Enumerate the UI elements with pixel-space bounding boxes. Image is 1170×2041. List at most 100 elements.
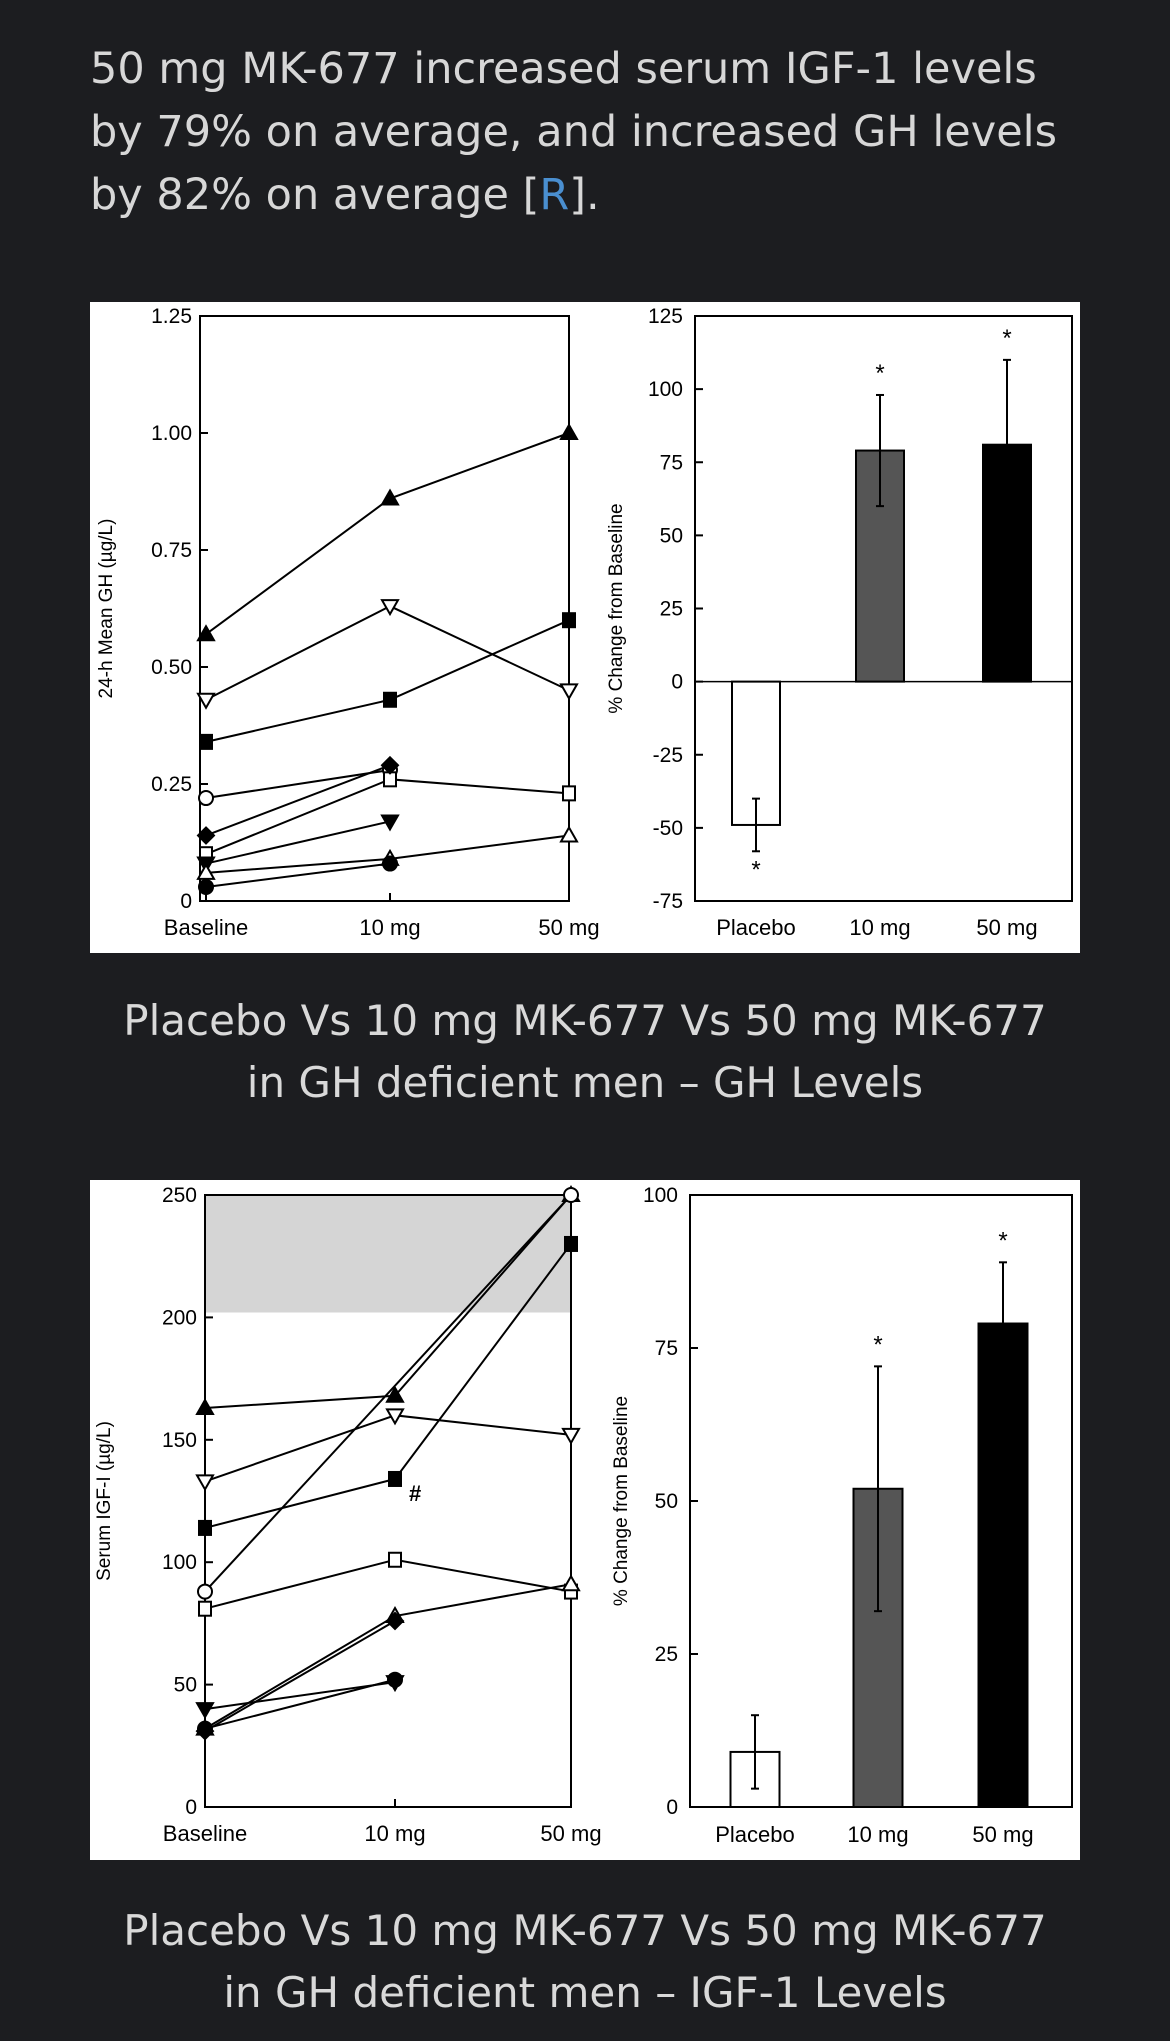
series-line — [205, 768, 391, 800]
data-point-triangle-down — [561, 1427, 581, 1445]
series-line — [205, 619, 570, 743]
normal-range-band — [205, 1195, 571, 1313]
x-tick-label: 50 mg — [972, 1822, 1033, 1847]
series-line — [204, 1678, 396, 1730]
y-tick-label: 0 — [180, 890, 192, 913]
x-tick-label: Placebo — [716, 915, 796, 940]
y-tick-label: 1.00 — [151, 422, 192, 445]
data-point-triangle-up — [559, 825, 579, 843]
y-tick-label: 200 — [162, 1306, 197, 1329]
data-point-circle — [197, 1720, 213, 1737]
x-tick-label: Placebo — [715, 1822, 795, 1847]
x-tick-label: 50 mg — [540, 1821, 601, 1846]
y-axis-label: % Change from Baseline — [606, 503, 627, 713]
y-tick-label: 75 — [655, 1337, 678, 1360]
data-point-triangle-up — [195, 1397, 215, 1415]
line-chart: 0 0.25 0.50 0.75 1.00 1.25 Baseline 10 mg 50 mg 2… — [96, 305, 600, 940]
plot-frame — [204, 1194, 572, 1808]
significance-marker: * — [1002, 325, 1011, 352]
y-tick-label: 25 — [660, 598, 683, 621]
data-point-triangle-up — [380, 488, 400, 506]
x-tick-label: 10 mg — [364, 1821, 425, 1846]
data-point-triangle-up — [561, 1574, 581, 1592]
annotation-label: # — [409, 1481, 421, 1506]
data-point-square — [198, 1519, 212, 1536]
bar-chart: 0 25 50 75 100 % Change from Baseline Placebo *… — [611, 1184, 1073, 1847]
data-point-square — [388, 1470, 402, 1487]
significance-marker: * — [998, 1227, 1007, 1254]
series-line — [204, 1583, 572, 1730]
line-chart: 0 50 100 150 200 250 Baseline 10 mg 50 mg Serum I… — [94, 1184, 602, 1846]
y-tick-label: -25 — [653, 744, 683, 767]
y-tick-label: 150 — [162, 1429, 197, 1452]
y-tick-label: 0 — [671, 671, 683, 694]
significance-marker: * — [751, 856, 760, 883]
data-point-circle — [563, 1187, 579, 1203]
significance-marker: * — [875, 360, 884, 387]
y-tick-label: 250 — [162, 1184, 197, 1207]
intro-text-end: ]. — [569, 170, 600, 220]
data-point-triangle-down — [559, 683, 579, 701]
data-point-triangle-up — [559, 422, 579, 440]
igf1-levels-charts: 0 50 100 150 200 250 Baseline 10 mg 50 mg Serum I… — [94, 1184, 1073, 1847]
data-point-triangle-down — [380, 599, 400, 617]
y-tick-label: 100 — [648, 378, 683, 401]
data-point-circle — [198, 790, 214, 807]
series-line — [205, 764, 391, 837]
y-tick-label: 0.50 — [151, 656, 192, 679]
data-point-square — [388, 1551, 402, 1568]
gh-levels-charts: 0 0.25 0.50 0.75 1.00 1.25 Baseline 10 mg 50 mg 2… — [96, 305, 1073, 940]
reference-link[interactable]: R — [539, 170, 570, 220]
data-point-triangle-down — [195, 1474, 215, 1492]
data-point-triangle-down — [380, 814, 400, 832]
y-tick-label: -75 — [653, 890, 683, 913]
y-tick-label: 50 — [655, 1490, 678, 1513]
series-line — [204, 1194, 572, 1593]
bar — [977, 1322, 1029, 1809]
y-tick-label: 0.25 — [151, 773, 192, 796]
y-tick-label: -50 — [653, 817, 683, 840]
y-tick-label: 0.75 — [151, 539, 192, 562]
series-line — [204, 1620, 396, 1732]
data-point-circle — [387, 1671, 403, 1688]
y-tick-label: 0 — [185, 1796, 197, 1819]
data-point-square — [198, 1600, 212, 1617]
y-tick-label: 50 — [174, 1674, 197, 1697]
y-tick-label: 1.25 — [151, 305, 192, 328]
data-point-square — [562, 612, 576, 629]
y-axis-label: Serum IGF-I (µg/L) — [94, 1421, 115, 1581]
intro-paragraph: 50 mg MK-677 increased serum IGF-1 level… — [90, 38, 1100, 227]
x-tick-label: 10 mg — [359, 915, 420, 940]
y-tick-label: 100 — [162, 1551, 197, 1574]
x-tick-label: Baseline — [164, 915, 248, 940]
y-tick-label: 75 — [660, 451, 683, 474]
bar-chart: -75 -50 -25 0 25 50 75 100 125 % Change from Base… — [606, 305, 1073, 940]
data-point-square — [564, 1235, 578, 1252]
x-tick-label: 10 mg — [849, 915, 910, 940]
data-point-triangle-down — [385, 1408, 405, 1426]
y-tick-label: 100 — [643, 1184, 678, 1207]
plot-frame — [199, 315, 570, 902]
data-point-triangle-down — [195, 1702, 215, 1720]
data-point-diamond — [385, 1611, 405, 1631]
data-point-square — [562, 785, 576, 802]
data-point-diamond — [196, 826, 216, 845]
x-tick-label: 10 mg — [847, 1822, 908, 1847]
caption-line: in GH deficient men – IGF-1 Levels — [223, 1968, 947, 2017]
caption-line: in GH deficient men – GH Levels — [246, 1058, 924, 1107]
series-line — [205, 862, 391, 888]
intro-text: 50 mg MK-677 increased serum IGF-1 level… — [90, 44, 1057, 220]
y-axis-label: % Change from Baseline — [611, 1396, 632, 1606]
series-line — [204, 1681, 396, 1711]
igf1-levels-figure: 0 50 100 150 200 250 Baseline 10 mg 50 mg Serum I… — [90, 1180, 1080, 1860]
gh-levels-figure: 0 0.25 0.50 0.75 1.00 1.25 Baseline 10 mg 50 mg 2… — [90, 302, 1080, 953]
significance-marker: * — [873, 1331, 882, 1358]
data-point-circle — [197, 1583, 213, 1600]
y-tick-label: 125 — [648, 305, 683, 328]
y-tick-label: 0 — [666, 1796, 678, 1819]
data-point-circle — [198, 878, 214, 895]
data-point-square — [199, 733, 213, 750]
y-axis-label: 24-h Mean GH (µg/L) — [96, 519, 117, 699]
y-tick-label: 50 — [660, 524, 683, 547]
x-tick-label: Baseline — [163, 1821, 247, 1846]
